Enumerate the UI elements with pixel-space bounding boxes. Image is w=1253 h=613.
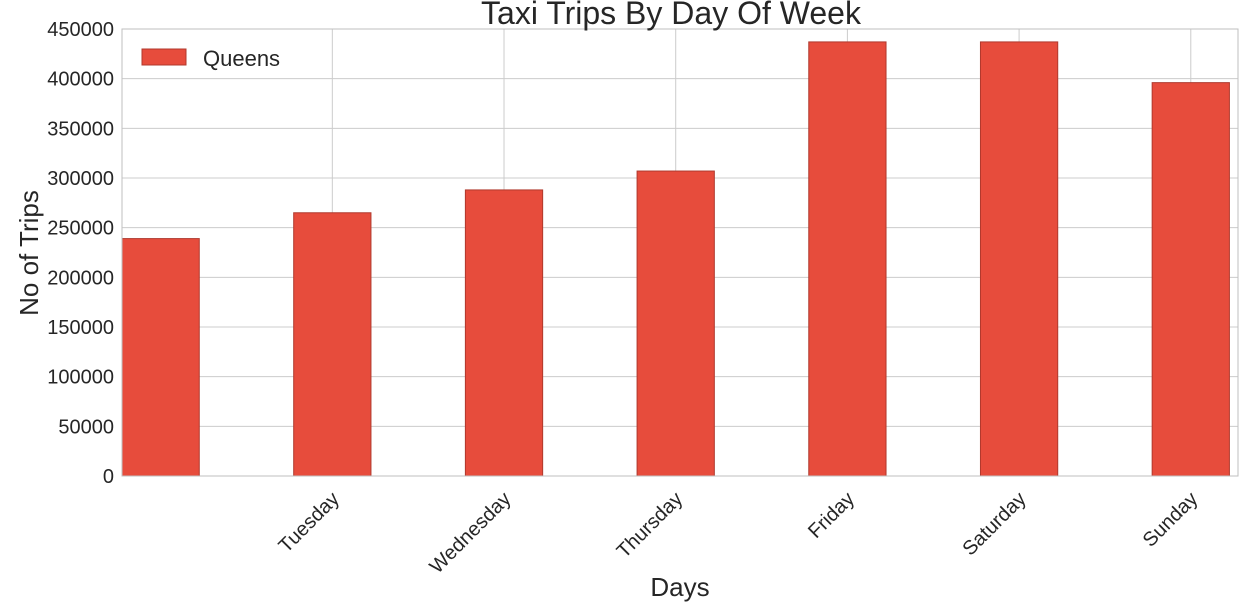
legend-swatch xyxy=(141,48,187,66)
bar xyxy=(1151,82,1230,477)
bar xyxy=(293,212,372,477)
y-tick-label: 0 xyxy=(103,466,114,488)
y-tick-label: 100000 xyxy=(47,367,114,389)
y-axis-title: No of Trips xyxy=(14,190,44,316)
bar xyxy=(636,170,715,477)
y-tick-label: 200000 xyxy=(47,267,114,289)
y-tick-label: 450000 xyxy=(47,19,114,41)
plot-frame xyxy=(121,28,1239,477)
chart-title: Taxi Trips By Day Of Week xyxy=(481,0,862,31)
y-tick-label: 250000 xyxy=(47,218,114,240)
bar xyxy=(464,189,544,477)
bar xyxy=(121,238,200,477)
legend: Queens xyxy=(141,46,280,71)
y-tick-label: 350000 xyxy=(47,118,114,140)
y-tick-label: 50000 xyxy=(58,416,114,438)
bar xyxy=(979,41,1059,477)
y-tick-label: 300000 xyxy=(47,168,114,190)
y-tick-label: 150000 xyxy=(47,317,114,339)
y-axis-ticks: 0 50000 100000 150000 200000 250000 300000 3500… xyxy=(47,19,114,488)
bars xyxy=(121,41,1230,477)
x-axis-title: Days xyxy=(650,572,709,602)
bar xyxy=(808,41,887,477)
legend-label: Queens xyxy=(203,46,280,71)
y-tick-label: 400000 xyxy=(47,69,114,91)
